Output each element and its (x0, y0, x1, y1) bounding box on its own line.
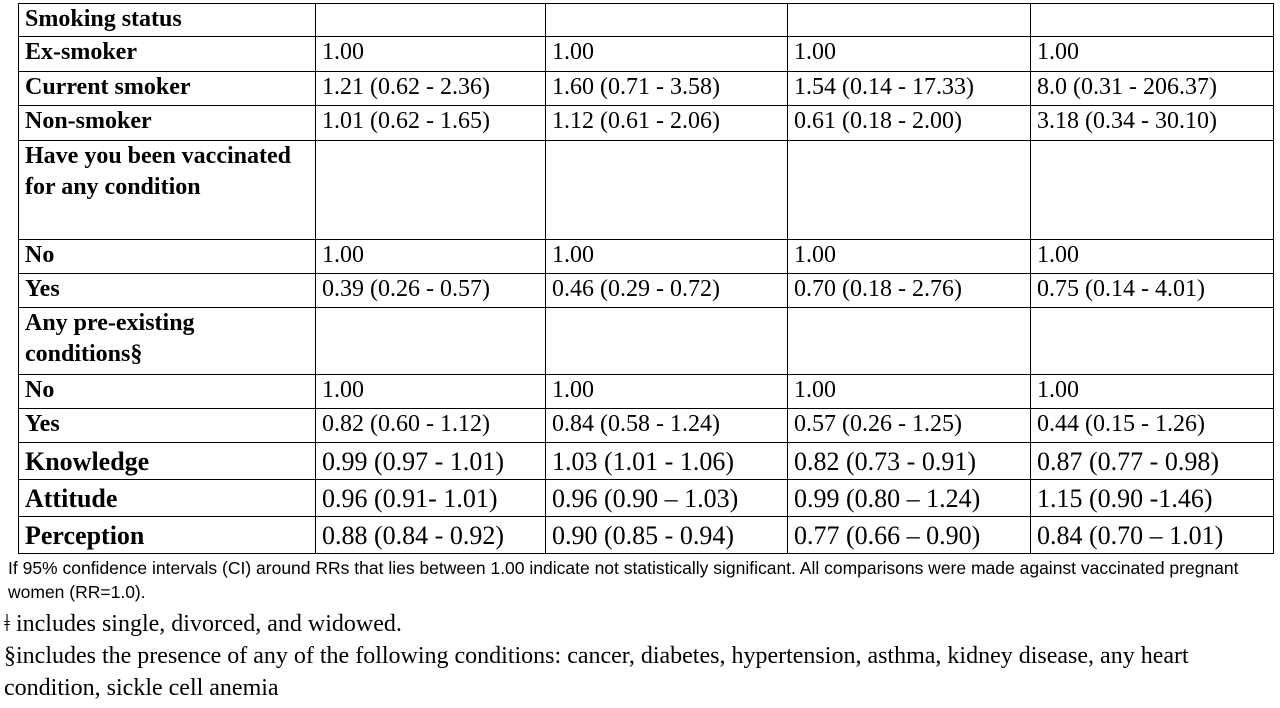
footnote: §includes the presence of any of the fol… (4, 643, 1189, 701)
empty-cell (315, 307, 546, 375)
cell: 0.82 (0.73 - 0.91) (787, 442, 1031, 480)
cell: 1.00 (315, 36, 546, 72)
results-table: Smoking status Ex-smoker 1.00 1.00 1.00 1.00 C… (18, 3, 1274, 554)
cell: 1.00 (545, 374, 788, 409)
cell: 1.00 (315, 239, 546, 274)
cell: 0.44 (0.15 - 1.26) (1030, 408, 1274, 443)
cell: 0.96 (0.91- 1.01) (315, 479, 546, 517)
row-label: Have you been vaccinated for any conditi… (18, 140, 316, 240)
row-label: Yes (18, 273, 316, 308)
empty-cell (787, 3, 1031, 37)
cell: 0.77 (0.66 – 0.90) (787, 516, 1031, 554)
cell: 1.54 (0.14 - 17.33) (787, 71, 1031, 106)
footnotes: If 95% confidence intervals (CI) around … (4, 556, 1280, 704)
empty-cell (545, 307, 788, 375)
table-row: Any pre-existing conditions§ (18, 307, 1274, 375)
cell: 0.88 (0.84 - 0.92) (315, 516, 546, 554)
cell: 0.84 (0.58 - 1.24) (545, 408, 788, 443)
table-row: Knowledge 0.99 (0.97 - 1.01) 1.03 (1.01 - … (18, 442, 1274, 480)
cell: 0.96 (0.90 – 1.03) (545, 479, 788, 517)
empty-cell (787, 307, 1031, 375)
cell: 0.87 (0.77 - 0.98) (1030, 442, 1274, 480)
cell: 1.21 (0.62 - 2.36) (315, 71, 546, 106)
cell: 1.00 (545, 36, 788, 72)
table-row: No 1.00 1.00 1.00 1.00 (18, 374, 1274, 409)
cell: 0.70 (0.18 - 2.76) (787, 273, 1031, 308)
row-label: Perception (18, 516, 316, 554)
empty-cell (787, 140, 1031, 240)
table-row: Ex-smoker 1.00 1.00 1.00 1.00 (18, 36, 1274, 72)
row-label: No (18, 239, 316, 274)
row-label: Current smoker (18, 71, 316, 106)
empty-cell (1030, 307, 1274, 375)
cell: 1.00 (315, 374, 546, 409)
empty-cell (1030, 3, 1274, 37)
empty-cell (545, 3, 788, 37)
footnote: ǂ includes single, divorced, and widowed… (4, 611, 402, 637)
cell: 8.0 (0.31 - 206.37) (1030, 71, 1274, 106)
cell: 1.15 (0.90 -1.46) (1030, 479, 1274, 517)
table-row: No 1.00 1.00 1.00 1.00 (18, 239, 1274, 274)
cell: 1.00 (787, 239, 1031, 274)
row-label: Non-smoker (18, 105, 316, 141)
table-row: Non-smoker 1.01 (0.62 - 1.65) 1.12 (0.61 -… (18, 105, 1274, 141)
row-label: Yes (18, 408, 316, 443)
cell: 0.46 (0.29 - 0.72) (545, 273, 788, 308)
cell: 0.99 (0.80 – 1.24) (787, 479, 1031, 517)
cell: 0.90 (0.85 - 0.94) (545, 516, 788, 554)
table-row: Have you been vaccinated for any conditi… (18, 140, 1274, 240)
table-row: Current smoker 1.21 (0.62 - 2.36) 1.60 (0.… (18, 71, 1274, 106)
cell: 1.12 (0.61 - 2.06) (545, 105, 788, 141)
cell: 1.01 (0.62 - 1.65) (315, 105, 546, 141)
footnote: If 95% confidence intervals (CI) around … (8, 558, 1239, 602)
empty-cell (315, 140, 546, 240)
empty-cell (545, 140, 788, 240)
table-row: Yes 0.39 (0.26 - 0.57) 0.46 (0.29 - 0.72) 0… (18, 273, 1274, 308)
cell: 0.61 (0.18 - 2.00) (787, 105, 1031, 141)
row-label: Any pre-existing conditions§ (18, 307, 316, 375)
empty-cell (315, 3, 546, 37)
row-label: No (18, 374, 316, 409)
cell: 1.00 (1030, 239, 1274, 274)
cell: 0.82 (0.60 - 1.12) (315, 408, 546, 443)
row-label: Ex-smoker (18, 36, 316, 72)
cell: 0.84 (0.70 – 1.01) (1030, 516, 1274, 554)
row-label: Attitude (18, 479, 316, 517)
cell: 1.00 (787, 36, 1031, 72)
cell: 1.00 (545, 239, 788, 274)
cell: 1.00 (787, 374, 1031, 409)
cell: 0.57 (0.26 - 1.25) (787, 408, 1031, 443)
table-row: Perception 0.88 (0.84 - 0.92) 0.90 (0.85 -… (18, 516, 1274, 554)
table-row: Smoking status (18, 3, 1274, 37)
table-row: Yes 0.82 (0.60 - 1.12) 0.84 (0.58 - 1.24) 0… (18, 408, 1274, 443)
cell: 1.03 (1.01 - 1.06) (545, 442, 788, 480)
cell: 0.99 (0.97 - 1.01) (315, 442, 546, 480)
table-row: Attitude 0.96 (0.91- 1.01) 0.96 (0.90 – 1.… (18, 479, 1274, 517)
cell: 1.00 (1030, 374, 1274, 409)
row-label: Smoking status (18, 3, 316, 37)
empty-cell (1030, 140, 1274, 240)
row-label: Knowledge (18, 442, 316, 480)
cell: 0.75 (0.14 - 4.01) (1030, 273, 1274, 308)
cell: 1.60 (0.71 - 3.58) (545, 71, 788, 106)
cell: 1.00 (1030, 36, 1274, 72)
cell: 0.39 (0.26 - 0.57) (315, 273, 546, 308)
cell: 3.18 (0.34 - 30.10) (1030, 105, 1274, 141)
